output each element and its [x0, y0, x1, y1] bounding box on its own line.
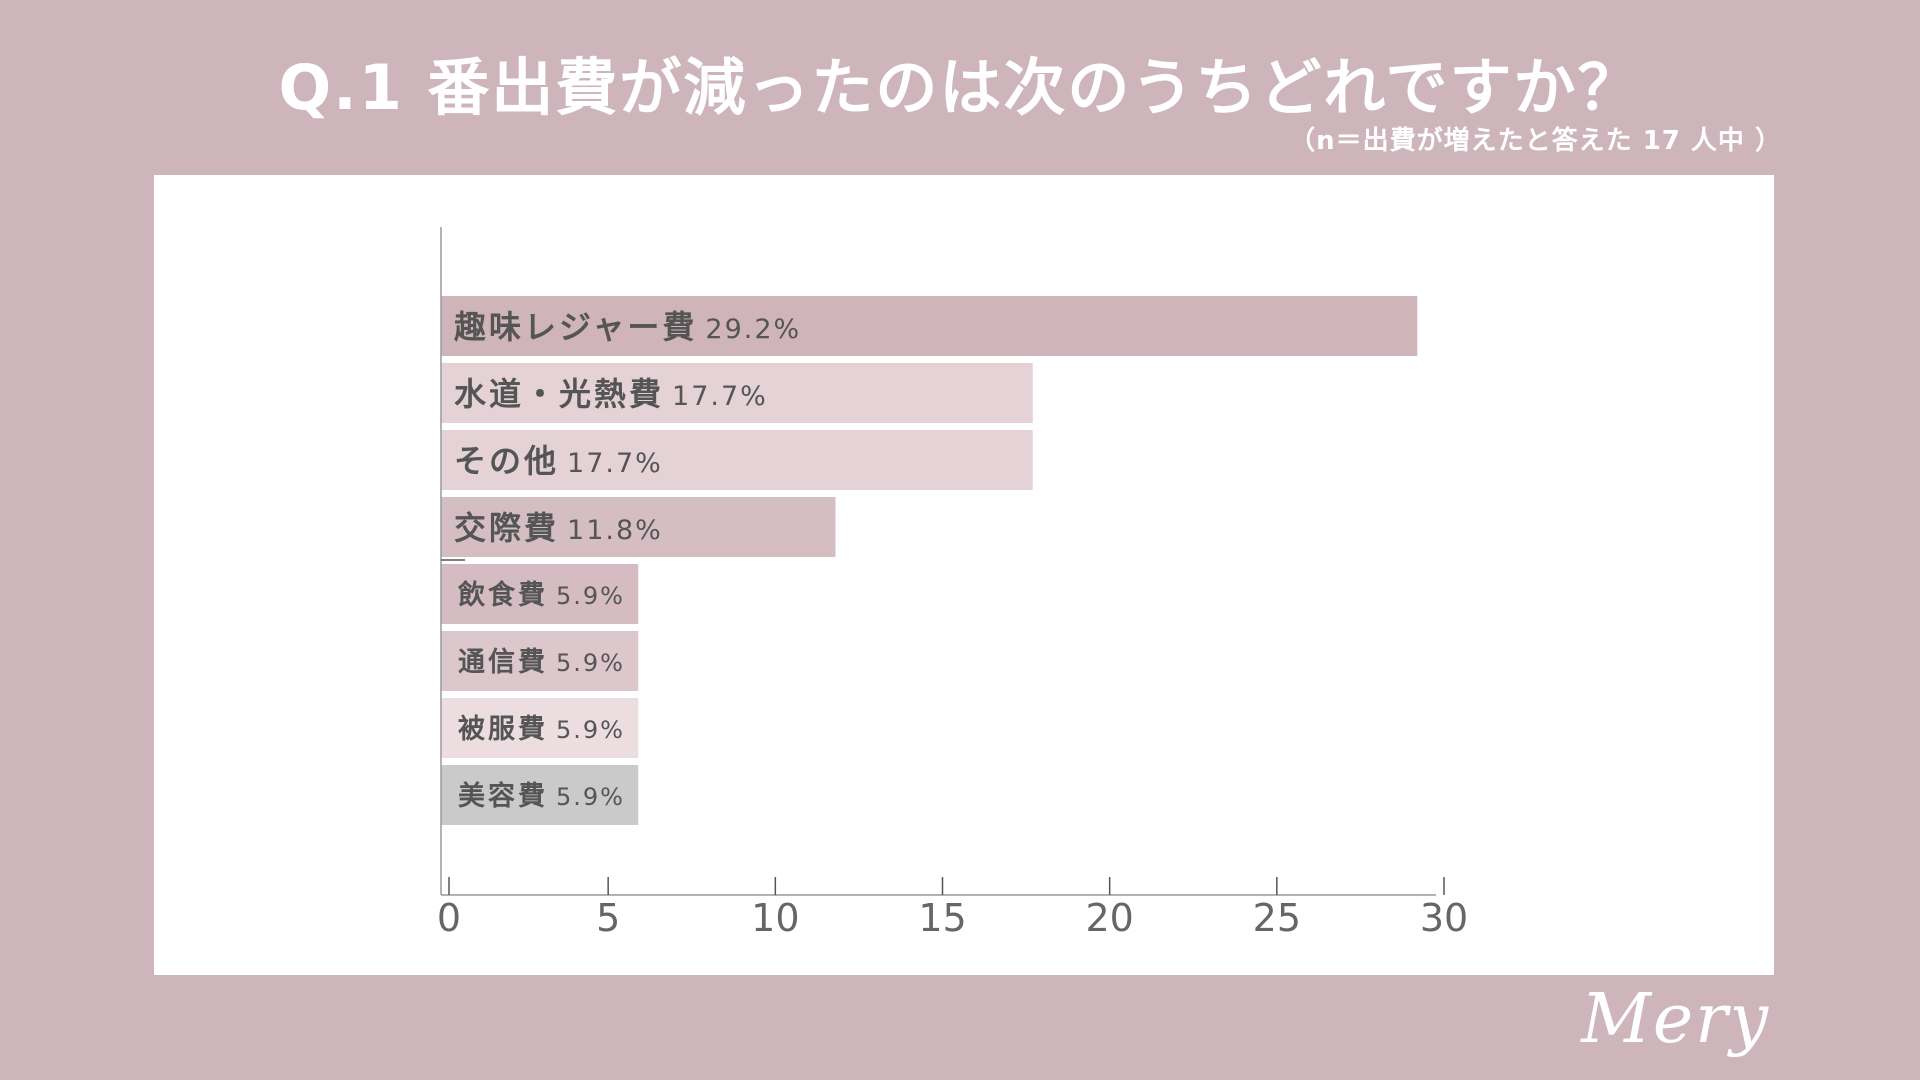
x-tick-label: 0 — [437, 896, 461, 940]
bar-category-label: 通信費 — [458, 647, 548, 678]
bar-label-3: その他 17.7% — [454, 442, 663, 480]
x-tick-label: 20 — [1085, 896, 1133, 940]
chart-subtitle: （n＝出費が増えたと答えた 17 人中 ） — [1289, 126, 1782, 156]
bar-label-1: 趣味レジャー費 29.2% — [454, 308, 801, 346]
bar-value-label: 5.9% — [556, 649, 625, 677]
x-tick-label: 25 — [1253, 896, 1301, 940]
bar-2 — [441, 363, 1033, 423]
x-axis: 0 5 10 15 20 25 30 — [437, 877, 1468, 940]
bar-label-6: 通信費 5.9% — [458, 647, 625, 678]
bar-7 — [441, 698, 639, 758]
bar-label-8: 美容費 5.9% — [458, 780, 625, 812]
bar-labels-group: 趣味レジャー費 29.2% 水道・光熱費 17.7% その他 17.7% 交際費 11.8% 飲… — [454, 308, 801, 812]
bar-value-label: 5.9% — [556, 582, 625, 610]
bar-chart: 趣味レジャー費 29.2% 水道・光熱費 17.7% その他 17.7% 交際費 11.8% 飲… — [437, 227, 1468, 940]
bar-4 — [441, 497, 836, 557]
x-tick-label: 15 — [918, 896, 966, 940]
bar-value-label: 5.9% — [556, 716, 625, 744]
bar-category-label: 交際費 — [454, 509, 559, 547]
bar-label-7: 被服費 5.9% — [458, 714, 625, 745]
mery-logo: Mery — [1581, 980, 1770, 1059]
bar-category-label: その他 — [454, 442, 559, 480]
bars-group — [441, 296, 1418, 825]
bar-category-label: 水道・光熱費 — [454, 375, 664, 413]
x-tick-label: 5 — [596, 896, 620, 940]
bar-8 — [441, 765, 639, 825]
bar-category-label: 趣味レジャー費 — [454, 308, 697, 346]
bar-1 — [441, 296, 1418, 356]
bar-value-label: 5.9% — [556, 783, 625, 811]
bar-5 — [441, 564, 639, 624]
x-tick-label: 10 — [751, 896, 799, 940]
bar-3 — [441, 430, 1033, 490]
bar-value-label: 29.2% — [705, 314, 801, 345]
bar-6 — [441, 631, 639, 691]
bar-category-label: 美容費 — [458, 780, 548, 812]
x-tick-label: 30 — [1420, 896, 1468, 940]
bar-value-label: 11.8% — [567, 515, 663, 546]
y-axis — [440, 227, 465, 895]
bar-value-label: 17.7% — [567, 448, 663, 479]
bar-label-4: 交際費 11.8% — [454, 509, 663, 547]
bar-label-5: 飲食費 5.9% — [457, 579, 625, 611]
chart-title: Q.1 番出費が減ったのは次のうちどれですか？ — [278, 51, 1642, 124]
bar-value-label: 17.7% — [672, 381, 768, 412]
bar-label-2: 水道・光熱費 17.7% — [454, 375, 768, 413]
bar-category-label: 飲食費 — [457, 579, 548, 611]
bar-category-label: 被服費 — [458, 714, 548, 745]
chart-panel: 趣味レジャー費 29.2% 水道・光熱費 17.7% その他 17.7% 交際費 11.8% 飲… — [154, 175, 1774, 975]
